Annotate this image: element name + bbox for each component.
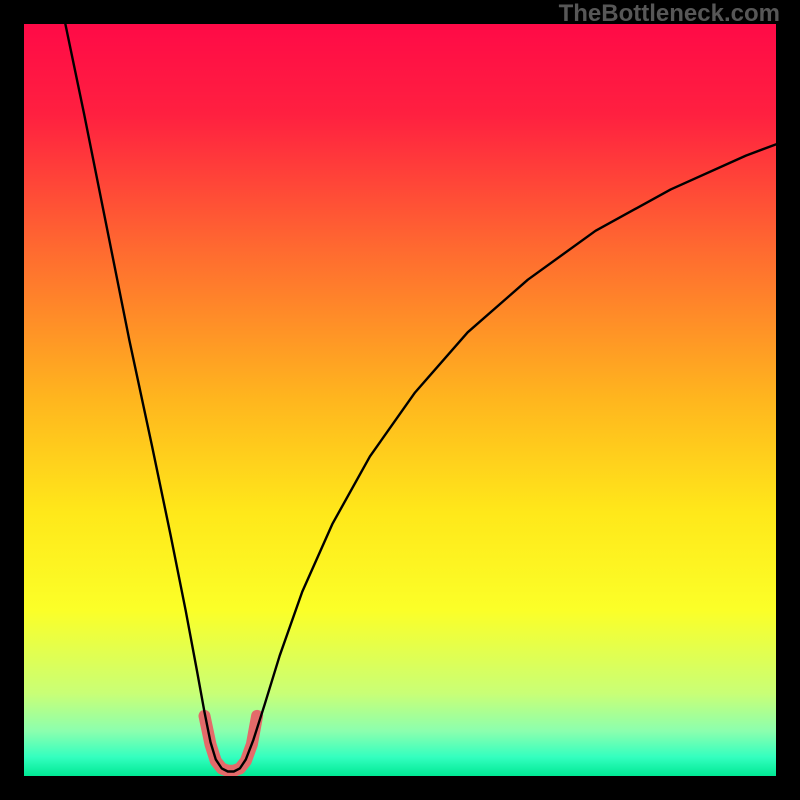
chart-frame: TheBottleneck.com [0,0,800,800]
chart-svg [24,24,776,776]
plot-area [24,24,776,776]
gradient-background [24,24,776,776]
watermark-text: TheBottleneck.com [559,0,780,28]
